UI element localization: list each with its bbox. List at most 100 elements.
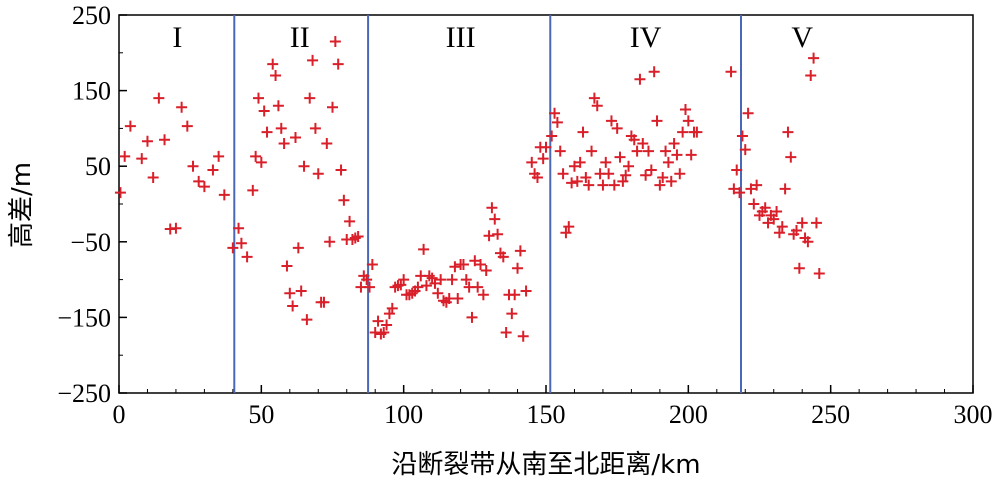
data-point: [574, 156, 586, 168]
x-axis-title: 沿断裂带从南至北距离/km: [391, 450, 700, 480]
region-label: IV: [630, 21, 662, 54]
data-point: [198, 181, 210, 193]
y-tick-label: −150: [57, 303, 111, 332]
data-point: [475, 258, 487, 270]
data-point: [423, 270, 435, 282]
region-label: II: [290, 21, 310, 54]
data-point: [255, 156, 267, 168]
data-point: [378, 327, 390, 339]
data-point: [520, 285, 532, 297]
data-point: [398, 274, 410, 286]
x-tick-label: 250: [811, 400, 850, 429]
data-point: [611, 122, 623, 134]
data-point: [617, 175, 629, 187]
data-point: [531, 172, 543, 184]
region-dividers: [233, 15, 742, 393]
data-point: [623, 160, 635, 172]
data-point: [509, 289, 521, 301]
data-point: [181, 120, 193, 132]
y-tick-label: −250: [57, 379, 111, 408]
data-point: [469, 255, 481, 267]
data-point: [435, 274, 447, 286]
data-point: [631, 145, 643, 157]
data-point: [281, 260, 293, 272]
data-point: [250, 150, 262, 162]
data-point: [500, 327, 512, 339]
data-point: [637, 138, 649, 150]
x-tick-label: 200: [669, 400, 708, 429]
data-point: [514, 245, 526, 257]
data-point: [298, 160, 310, 172]
y-axis-title: 高差/m: [7, 162, 37, 248]
data-point: [389, 281, 401, 293]
data-point: [674, 168, 686, 180]
data-point: [768, 213, 780, 225]
data-point: [785, 151, 797, 163]
data-point: [429, 277, 441, 289]
data-point: [432, 287, 444, 299]
data-point: [603, 168, 615, 180]
x-tick-label: 100: [384, 400, 423, 429]
data-point: [762, 217, 774, 229]
data-point: [614, 151, 626, 163]
data-point: [486, 202, 498, 214]
data-point: [497, 251, 509, 263]
data-point: [577, 126, 589, 138]
data-point: [344, 215, 356, 227]
region-label: V: [791, 21, 813, 54]
data-point: [731, 164, 743, 176]
data-points: [114, 35, 825, 342]
data-point: [159, 134, 171, 146]
data-point: [651, 115, 663, 127]
y-tick-label: 250: [72, 1, 111, 30]
data-point: [662, 156, 674, 168]
data-point: [261, 126, 273, 138]
data-point: [748, 198, 760, 210]
data-point: [492, 228, 504, 240]
data-point: [176, 101, 188, 113]
data-point: [335, 164, 347, 176]
data-point: [309, 122, 321, 134]
data-point: [483, 230, 495, 242]
data-point: [170, 222, 182, 234]
data-point: [685, 149, 697, 161]
data-point: [671, 149, 683, 161]
data-point: [449, 261, 461, 273]
region-label: I: [172, 21, 182, 54]
data-point: [307, 54, 319, 66]
data-point: [557, 168, 569, 180]
data-point: [605, 115, 617, 127]
data-point: [235, 237, 247, 249]
data-point: [742, 107, 754, 119]
data-point: [292, 242, 304, 254]
data-point: [383, 308, 395, 320]
data-point: [583, 179, 595, 191]
data-point: [591, 100, 603, 112]
data-point: [560, 227, 572, 239]
data-point: [386, 302, 398, 314]
data-point: [349, 232, 361, 244]
data-point: [813, 268, 825, 280]
data-point: [372, 315, 384, 327]
data-point: [233, 222, 245, 234]
data-point: [808, 52, 820, 64]
data-point: [586, 145, 598, 157]
data-point: [218, 189, 230, 201]
data-point: [267, 58, 279, 70]
data-point: [446, 274, 458, 286]
data-point: [304, 92, 316, 104]
data-point: [327, 101, 338, 113]
data-point: [193, 175, 205, 187]
data-point: [759, 202, 771, 214]
data-point: [679, 104, 691, 115]
data-point: [642, 145, 654, 157]
data-point: [588, 92, 600, 104]
data-point: [728, 183, 740, 195]
data-point: [645, 164, 657, 176]
data-point: [634, 73, 646, 85]
data-point: [275, 122, 287, 134]
data-point: [628, 134, 640, 146]
data-point: [554, 145, 566, 157]
axis-ticks: 0 50 100 150 200 250 300 250 150 50 −50 −150 −250: [57, 1, 992, 429]
data-point: [381, 319, 393, 331]
